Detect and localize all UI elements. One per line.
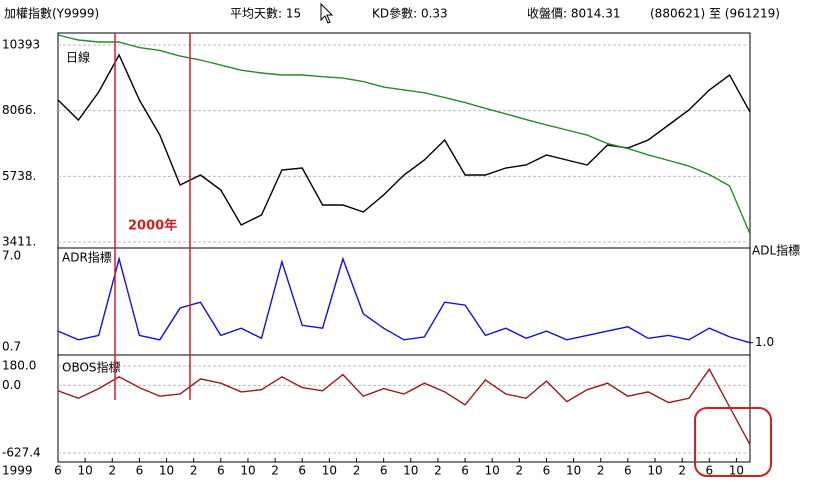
- x-tick-label: 10: [566, 464, 581, 478]
- y-tick-label: 8066.: [2, 103, 36, 117]
- x-tick-label: 6: [705, 464, 713, 478]
- x-tick-label: 6: [461, 464, 469, 478]
- series-label: 日線: [66, 50, 90, 65]
- x-tick-label: 10: [77, 464, 92, 478]
- x-tick-label: 10: [322, 464, 337, 478]
- x-tick-label: 2: [353, 464, 361, 478]
- series-line: [57, 34, 751, 235]
- x-tick-label: 6: [136, 464, 144, 478]
- x-tick-label: 6: [217, 464, 225, 478]
- x-tick-label: 6: [624, 464, 632, 478]
- y-tick-label: 7.0: [2, 249, 21, 263]
- y2-tick-label: 1.0: [755, 335, 774, 349]
- header-item: 收盤價: 8014.31: [527, 7, 620, 21]
- x-tick-label: 10: [159, 464, 174, 478]
- x-tick-label: 2: [597, 464, 605, 478]
- x-tick-label: 10: [240, 464, 255, 478]
- x-tick-label: 2: [190, 464, 198, 478]
- series-line: [57, 53, 751, 226]
- x-tick-label: 10: [647, 464, 662, 478]
- series-label: ADL指標: [752, 243, 800, 258]
- x-tick-label: 6: [298, 464, 306, 478]
- y-tick-label: 3411.: [2, 235, 36, 249]
- y-tick-label: 5738.: [2, 169, 36, 183]
- x-tick-label: 10: [403, 464, 418, 478]
- series-label: ADR指標: [62, 250, 112, 265]
- y-tick-label: 0.7: [2, 340, 21, 354]
- highlight-circle: [694, 407, 772, 477]
- header-item: (880621) 至 (961219): [650, 7, 780, 21]
- x-tick-label: 6: [543, 464, 551, 478]
- y-tick-label: 0.0: [2, 378, 21, 392]
- x-tick-label: 10: [729, 464, 744, 478]
- x-tick-label: 2: [434, 464, 442, 478]
- x-tick-label: 2: [678, 464, 686, 478]
- series-line: [57, 256, 751, 344]
- series-line: [57, 367, 751, 446]
- header-item: 平均天數: 15: [230, 7, 301, 21]
- plots: 10393 8066. 5738. 3411. 日線 ADL指標 7.0 0.7 1.0 ADR指…: [2, 34, 800, 478]
- x-start-label: 1999: [2, 464, 33, 478]
- header-title: 加權指數(Y9999): [4, 6, 99, 21]
- cursor: [320, 2, 334, 24]
- annotation: 2000年: [128, 218, 177, 234]
- y-tick-label: 10393: [2, 37, 40, 51]
- y-tick-label: -627.4: [2, 446, 41, 460]
- header-item: KD參數: 0.33: [372, 6, 448, 21]
- x-tick-label: 10: [485, 464, 500, 478]
- series-label: OBOS指標: [62, 360, 121, 375]
- x-tick-label: 6: [380, 464, 388, 478]
- y-tick-label: 180.0: [2, 359, 36, 373]
- x-tick-label: 2: [516, 464, 524, 478]
- x-tick-label: 2: [271, 464, 279, 478]
- x-tick-label: 6: [54, 464, 62, 478]
- x-tick-label: 2: [108, 464, 116, 478]
